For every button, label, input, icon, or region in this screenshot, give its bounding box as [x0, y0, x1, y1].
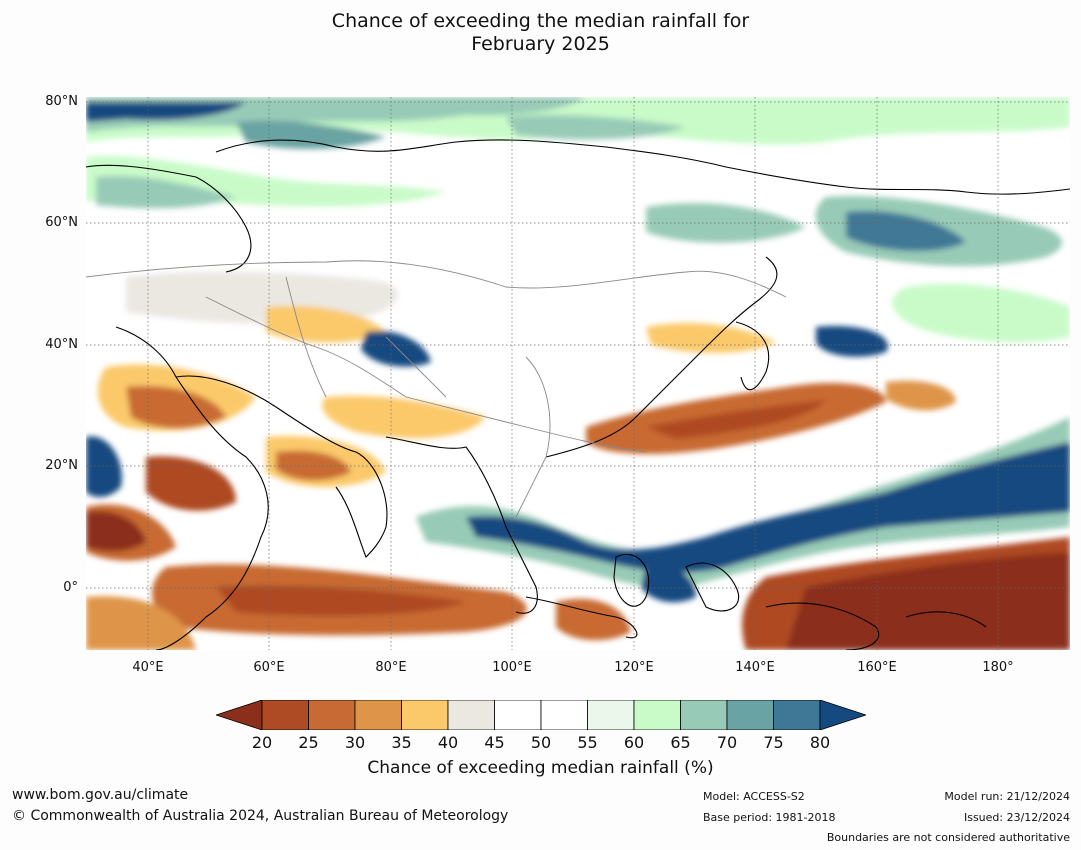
lon-label-140e: 140°E [735, 660, 775, 675]
colorbar [214, 699, 868, 731]
footer-copyright: © Commonwealth of Australia 2024, Austra… [12, 808, 509, 824]
footer-disclaimer: Boundaries are not considered authoritat… [826, 831, 1070, 844]
colorbar-extend-high [819, 699, 868, 731]
rainfall-map [86, 97, 1070, 650]
footer-model-run: Model run: 21/12/2024 [944, 790, 1070, 803]
lon-label-180: 180° [982, 660, 1014, 675]
map-svg [86, 97, 1070, 650]
colorbar-tick-label: 65 [670, 733, 691, 752]
graticule [86, 97, 1070, 650]
footer-model: Model: ACCESS-S2 [703, 790, 805, 803]
title-line-2: February 2025 [471, 33, 610, 55]
colorbar-segment [261, 699, 309, 731]
lon-label-100e: 100°E [492, 660, 532, 675]
colorbar-svg [214, 699, 868, 731]
colorbar-segment [354, 699, 402, 731]
colorbar-tick-label: 70 [716, 733, 738, 752]
colorbar-tick-label: 80 [809, 733, 831, 752]
lon-label-60e: 60°E [253, 660, 285, 675]
footer-website: www.bom.gov.au/climate [12, 787, 189, 803]
colorbar-tick-label: 55 [577, 733, 598, 752]
colorbar-extend-low [214, 699, 263, 731]
lat-label-60n: 60°N [45, 215, 78, 230]
colorbar-segment [308, 699, 356, 731]
colorbar-tick-label: 75 [763, 733, 784, 752]
colorbar-segment [447, 699, 495, 731]
colorbar-tick-label: 35 [391, 733, 412, 752]
lon-label-80e: 80°E [375, 660, 407, 675]
colorbar-segment [680, 699, 728, 731]
title-line-1: Chance of exceeding the median rainfall … [331, 10, 750, 32]
footer-base-period: Base period: 1981-2018 [703, 811, 836, 824]
lat-label-40n: 40°N [45, 337, 78, 352]
chart-title: Chance of exceeding the median rainfall … [0, 10, 1081, 56]
footer-issued: Issued: 23/12/2024 [963, 811, 1070, 824]
rainfall-field [86, 97, 1070, 650]
colorbar-tick-label: 40 [437, 733, 459, 752]
coastlines [86, 139, 1070, 650]
lon-label-40e: 40°E [132, 660, 164, 675]
lon-label-120e: 120°E [614, 660, 654, 675]
colorbar-segment [540, 699, 588, 731]
lat-label-0: 0° [63, 580, 78, 595]
lat-label-80n: 80°N [45, 94, 78, 109]
lat-label-20n: 20°N [45, 458, 78, 473]
colorbar-segment [587, 699, 635, 731]
colorbar-tick-label: 45 [484, 733, 505, 752]
country-boundaries [86, 260, 787, 518]
colorbar-tick-label: 60 [623, 733, 645, 752]
colorbar-tick-label: 50 [530, 733, 552, 752]
colorbar-segment [773, 699, 821, 731]
lon-label-160e: 160°E [857, 660, 897, 675]
colorbar-segment [494, 699, 542, 731]
colorbar-tick-label: 25 [298, 733, 319, 752]
colorbar-tick-label: 30 [344, 733, 366, 752]
colorbar-segment [401, 699, 449, 731]
colorbar-segment [726, 699, 774, 731]
colorbar-segment [633, 699, 681, 731]
colorbar-tick-label: 20 [251, 733, 273, 752]
colorbar-label: Chance of exceeding median rainfall (%) [367, 758, 714, 778]
